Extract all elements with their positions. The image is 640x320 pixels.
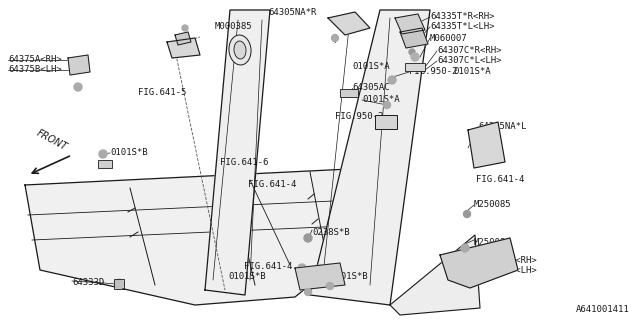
Polygon shape xyxy=(440,238,518,288)
Circle shape xyxy=(182,25,188,31)
Circle shape xyxy=(304,234,312,242)
Polygon shape xyxy=(310,10,430,305)
Polygon shape xyxy=(400,28,428,48)
Polygon shape xyxy=(167,38,200,58)
Circle shape xyxy=(305,289,312,295)
Text: 64371F<LH>: 64371F<LH> xyxy=(483,266,537,275)
Circle shape xyxy=(326,283,333,290)
Polygon shape xyxy=(390,235,480,315)
Text: M060007: M060007 xyxy=(430,34,468,43)
Ellipse shape xyxy=(229,35,251,65)
Bar xyxy=(114,279,124,289)
Polygon shape xyxy=(468,122,505,168)
Circle shape xyxy=(461,244,469,252)
Text: 0101S*B: 0101S*B xyxy=(110,148,148,157)
Text: 64307C*R<RH>: 64307C*R<RH> xyxy=(437,46,502,55)
Text: FIG.950-2: FIG.950-2 xyxy=(335,112,383,121)
Text: 64305NA*L: 64305NA*L xyxy=(478,122,526,131)
Text: 0101S*A: 0101S*A xyxy=(453,67,491,76)
Circle shape xyxy=(298,264,306,272)
Text: 0101S*B: 0101S*B xyxy=(330,272,367,281)
Bar xyxy=(405,63,425,71)
Text: 64307C*L<LH>: 64307C*L<LH> xyxy=(437,56,502,65)
Text: FIG.641-4: FIG.641-4 xyxy=(248,180,296,189)
Circle shape xyxy=(388,76,396,84)
Text: 0238S*B: 0238S*B xyxy=(312,228,349,237)
Polygon shape xyxy=(295,263,345,290)
Polygon shape xyxy=(395,14,425,34)
Text: FIG.641-6: FIG.641-6 xyxy=(220,158,268,167)
Bar xyxy=(375,115,397,129)
Text: 64375A<RH>: 64375A<RH> xyxy=(8,55,61,64)
Text: A641001411: A641001411 xyxy=(576,305,630,314)
Text: M250085: M250085 xyxy=(474,238,511,247)
Polygon shape xyxy=(175,32,191,45)
Text: 0101S*B: 0101S*B xyxy=(228,272,266,281)
Polygon shape xyxy=(328,12,370,35)
Circle shape xyxy=(383,101,390,108)
Text: 0101S*A: 0101S*A xyxy=(362,95,399,104)
Polygon shape xyxy=(205,10,270,295)
Circle shape xyxy=(114,279,124,289)
Polygon shape xyxy=(25,168,390,305)
Polygon shape xyxy=(68,55,90,75)
Circle shape xyxy=(317,265,323,271)
Circle shape xyxy=(409,49,415,55)
Text: 64335T*R<RH>: 64335T*R<RH> xyxy=(430,12,495,21)
Text: 64305NA*R: 64305NA*R xyxy=(268,8,316,17)
Circle shape xyxy=(99,150,107,158)
Circle shape xyxy=(463,211,470,218)
Text: 0101S*A: 0101S*A xyxy=(352,62,390,71)
Bar xyxy=(98,160,112,168)
Text: FIG.641-5: FIG.641-5 xyxy=(138,88,186,97)
Circle shape xyxy=(74,83,82,91)
Bar xyxy=(340,89,358,97)
Text: M250085: M250085 xyxy=(474,200,511,209)
Ellipse shape xyxy=(234,41,246,59)
Text: 64333D: 64333D xyxy=(72,278,104,287)
Text: FIG.641-4: FIG.641-4 xyxy=(244,262,292,271)
Text: 64375B<LH>: 64375B<LH> xyxy=(8,65,61,74)
Text: FIG.641-4: FIG.641-4 xyxy=(476,175,524,184)
Circle shape xyxy=(332,35,339,42)
Circle shape xyxy=(411,53,419,61)
Text: 64335T*L<LH>: 64335T*L<LH> xyxy=(430,22,495,31)
Text: 64371E<RH>: 64371E<RH> xyxy=(483,256,537,265)
Text: M000385: M000385 xyxy=(215,22,253,31)
Text: FRONT: FRONT xyxy=(35,128,69,152)
Text: 64305AC: 64305AC xyxy=(352,83,390,92)
Text: FIG.950-2: FIG.950-2 xyxy=(409,67,458,76)
